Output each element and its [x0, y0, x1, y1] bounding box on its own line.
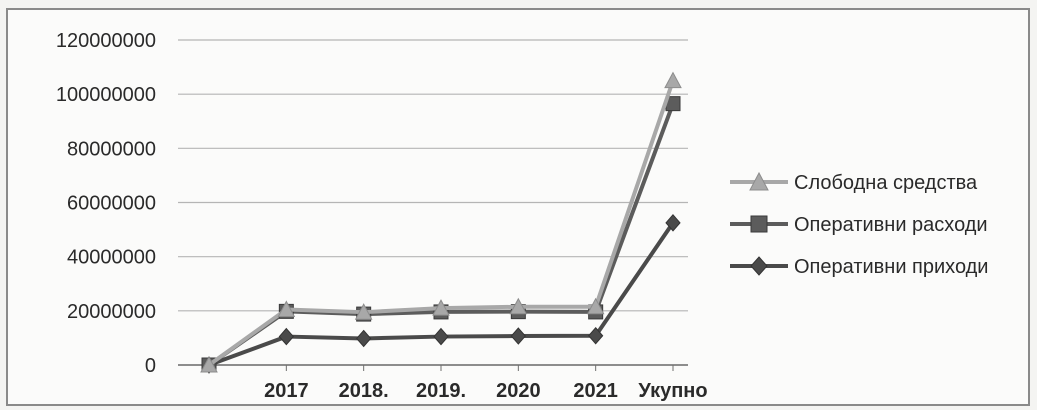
x-tick-label: 2018.	[339, 380, 389, 402]
legend-label: Слободна средства	[794, 172, 978, 194]
data-point	[356, 329, 372, 348]
y-tick-label: 60000000	[67, 193, 156, 215]
y-tick-label: 80000000	[67, 138, 156, 160]
data-point	[664, 71, 682, 89]
x-tick-label: 2021	[573, 380, 618, 402]
y-tick-label: 100000000	[56, 84, 156, 106]
data-point	[665, 214, 681, 232]
x-tick-label: Укупно	[638, 380, 707, 402]
x-tick-label: 2017	[264, 380, 309, 402]
data-point	[354, 303, 373, 320]
legend-label: Оперативни расходи	[794, 214, 988, 236]
data-point	[588, 326, 604, 345]
x-tick-label: 2019.	[416, 380, 466, 402]
data-point	[750, 215, 768, 233]
chart-svg: 0 20000000 40000000 60000000 80000000 1000000…	[56, 30, 989, 402]
y-tick-label: 0	[145, 355, 156, 377]
data-point	[432, 299, 450, 316]
legend-label: Оперативни приходи	[794, 256, 988, 278]
x-tick-label: 2020	[496, 380, 541, 402]
data-point	[200, 355, 218, 373]
y-tick-label: 20000000	[67, 301, 156, 323]
data-point	[278, 327, 294, 346]
y-tick-label: 120000000	[56, 30, 156, 52]
data-point	[510, 327, 526, 345]
data-point	[509, 297, 528, 315]
data-point	[433, 327, 449, 346]
chart: 0 20000000 40000000 60000000 80000000 1000000…	[6, 8, 1030, 406]
y-tick-label: 40000000	[67, 247, 156, 269]
data-point	[277, 300, 296, 317]
data-point	[749, 171, 769, 191]
data-point	[750, 256, 768, 276]
data-point	[586, 297, 605, 315]
